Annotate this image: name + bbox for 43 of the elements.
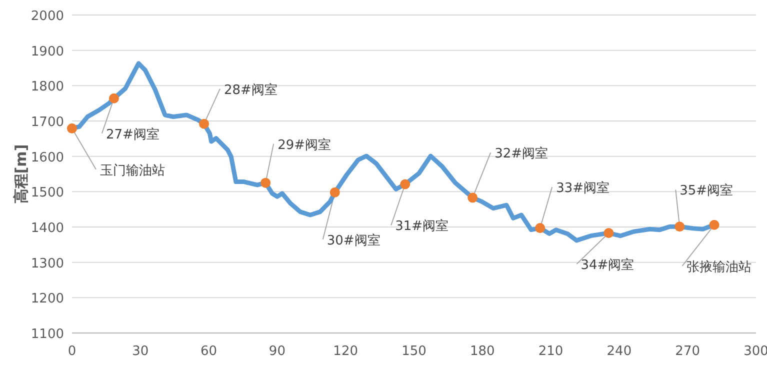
point	[260, 178, 271, 188]
y-tick-label: 1400	[30, 221, 64, 236]
point	[709, 220, 720, 230]
point	[199, 118, 210, 129]
annotation: 29#阀室	[278, 138, 331, 153]
point	[535, 223, 546, 234]
x-tick-label: 150	[402, 344, 426, 359]
x-tick-label: 120	[333, 344, 358, 359]
y-tick-label: 1700	[30, 115, 64, 130]
point	[67, 123, 77, 134]
y-tick-label: 1100	[30, 327, 64, 342]
point	[468, 192, 478, 203]
y-tick-label: 2000	[30, 9, 64, 24]
x-tick-label: 0	[68, 344, 76, 359]
annotation: 32#阀室	[494, 146, 548, 162]
annotation: 30#阀室	[326, 233, 380, 248]
annotation: 31#阀室	[395, 219, 449, 234]
x-tick-label: 30	[132, 344, 149, 359]
point	[604, 228, 614, 238]
point	[330, 187, 340, 198]
x-tick-label: 210	[538, 344, 564, 359]
annotation: 28#阀室	[224, 82, 278, 98]
y-tick-label: 1300	[30, 256, 64, 272]
y-tick-label: 1800	[30, 80, 64, 95]
y-tick-label: 1200	[30, 292, 64, 307]
point	[400, 179, 410, 190]
annotation: 35#阀室	[680, 184, 734, 199]
point	[108, 93, 119, 104]
point	[674, 222, 685, 232]
x-tick-label: 60	[200, 344, 218, 359]
annotation: 张掖输油站	[686, 260, 752, 275]
y-tick-label: 1900	[30, 44, 64, 60]
y-tick-label: 1600	[30, 150, 64, 166]
x-tick-label: 90	[268, 344, 286, 359]
y-axis-title: 高程[m]	[12, 144, 30, 204]
annotation: 玉门输油站	[100, 163, 165, 178]
annotation: 34#阀室	[580, 258, 634, 273]
x-tick-label: 180	[470, 344, 495, 359]
y-tick-label: 1500	[30, 186, 64, 201]
annotation: 33#阀室	[556, 181, 610, 196]
x-tick-label: 270	[675, 344, 700, 359]
x-tick-label: 240	[606, 344, 632, 359]
annotation: 27#阀室	[106, 127, 160, 142]
